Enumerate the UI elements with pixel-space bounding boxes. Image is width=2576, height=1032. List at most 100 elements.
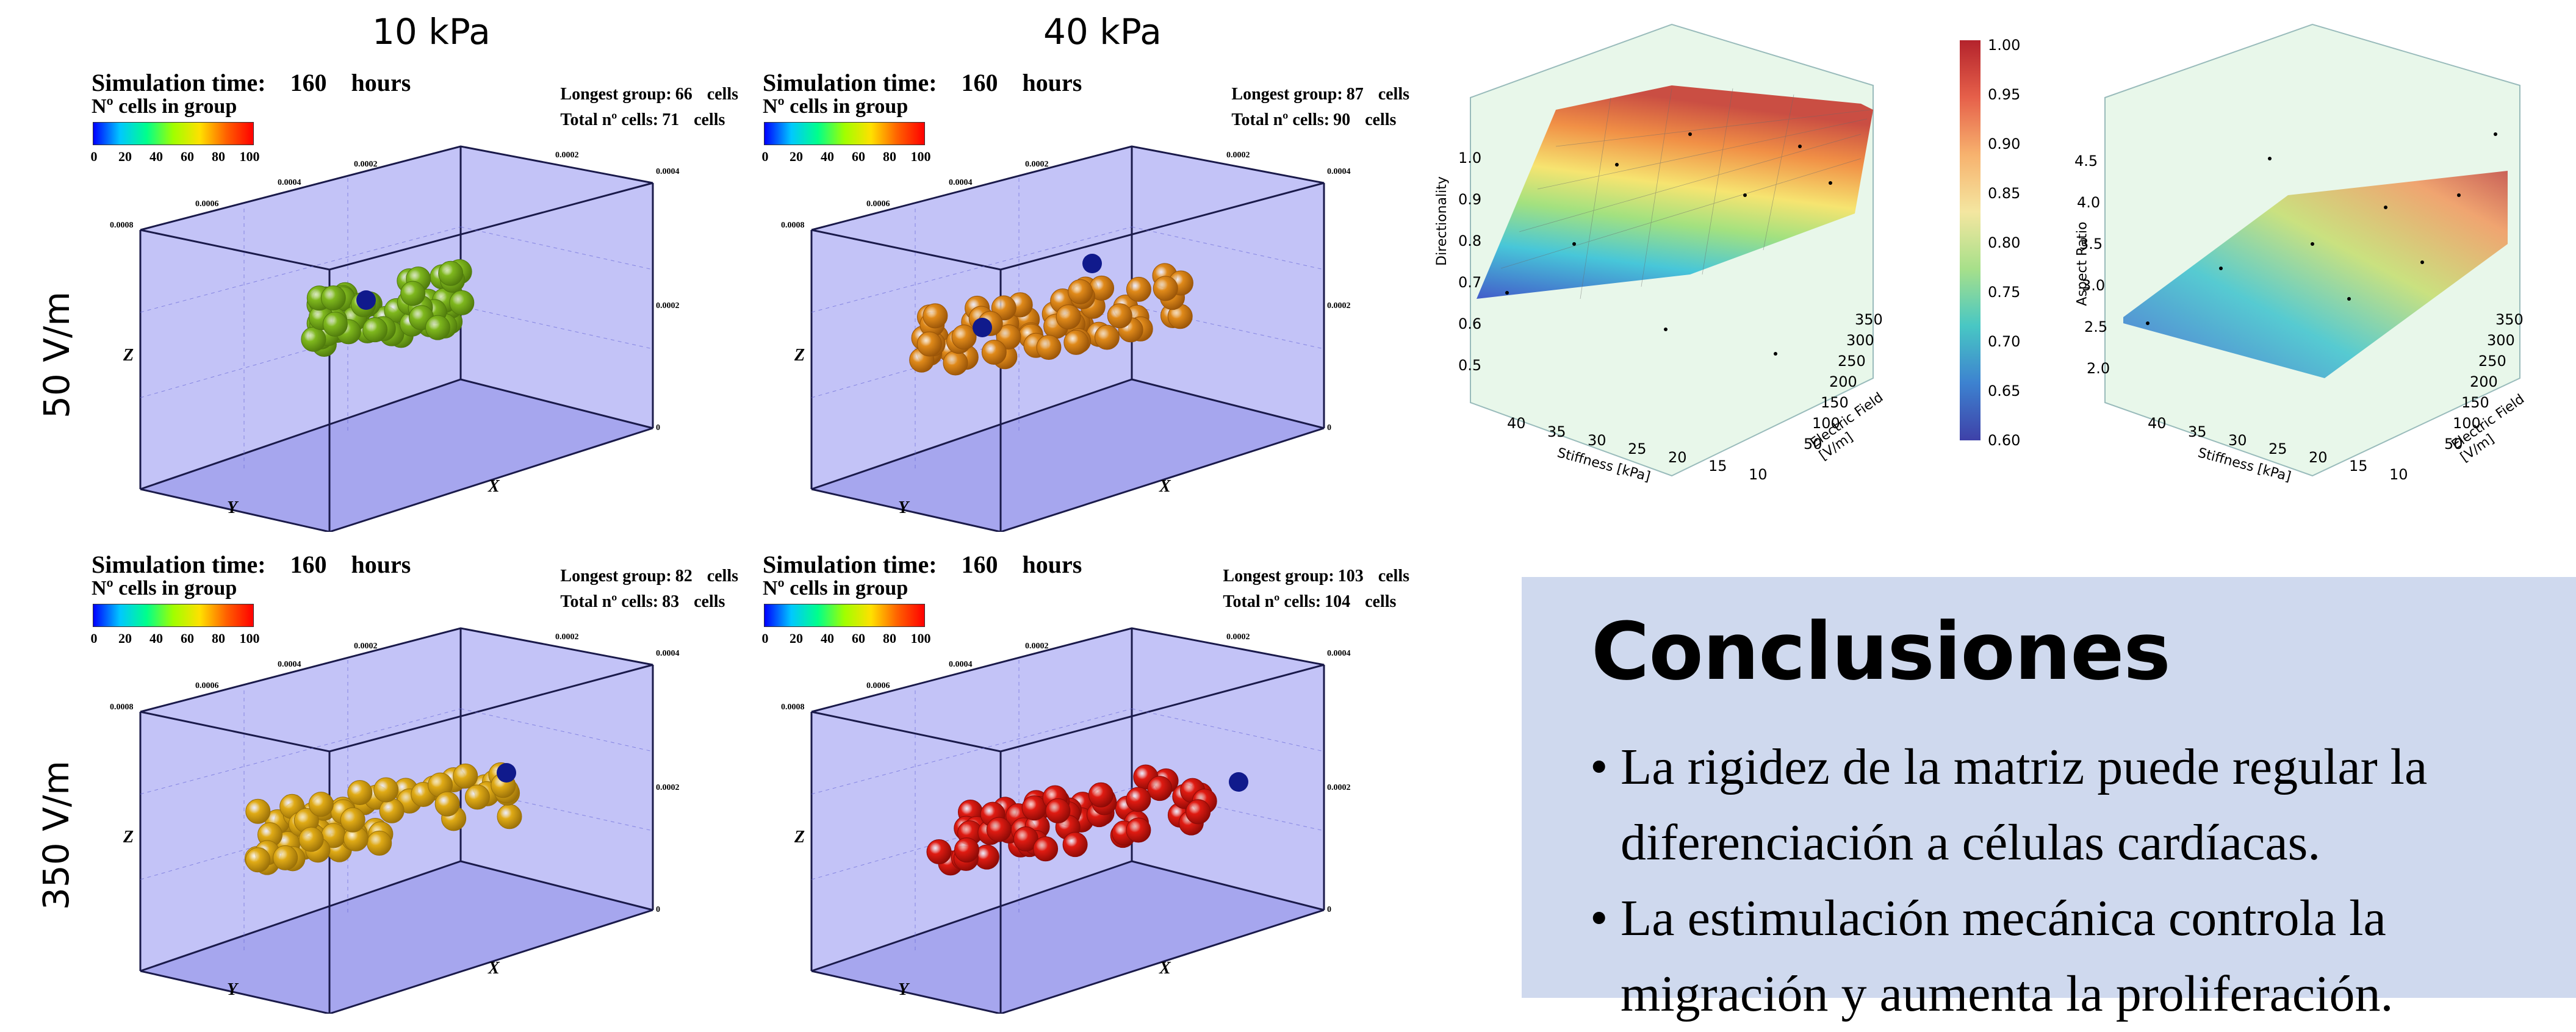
- box-tick: 0.0002: [354, 160, 378, 169]
- cell-sphere: [464, 784, 490, 810]
- box-tick: 0.0004: [656, 649, 680, 658]
- cell-sphere: [400, 281, 426, 306]
- axis-tick-label: 250: [1838, 353, 1866, 370]
- box-tick: 0.0002: [656, 783, 680, 792]
- cell-sphere: [1107, 303, 1132, 329]
- axis-tick-label: 0.5: [1458, 357, 1482, 374]
- cell-sphere: [301, 326, 326, 352]
- aspect-ratio-surface-plot: Aspect Ratio Stiffness [kPa] Electric Fi…: [2068, 12, 2569, 512]
- cell-sphere: [320, 285, 346, 311]
- box-tick: 0.0004: [949, 178, 973, 187]
- axis-tick-label: 20: [2309, 449, 2328, 466]
- axis-tick-label: 35: [1547, 423, 1566, 440]
- box-tick: 0.0006: [866, 199, 890, 209]
- axis-tick-label: 350: [1855, 311, 1883, 328]
- box-tick: 0.0002: [1327, 301, 1351, 310]
- cell-sphere: [434, 791, 460, 817]
- conclusions-panel: Conclusiones La rigidez de la matriz pue…: [1522, 577, 2576, 1022]
- leader-cell: [973, 318, 992, 337]
- axis-tick-label: 2.0: [2087, 360, 2110, 377]
- axis-tick-label: 0.80: [1988, 234, 2021, 251]
- cells-colorbar: [93, 122, 254, 145]
- box-tick: 0.0004: [949, 660, 973, 669]
- axis-tick-label: 0.70: [1988, 333, 2021, 350]
- z-axis-label: Z: [794, 828, 805, 847]
- simulation-time-label: Simulation time: 160 hours: [763, 551, 1082, 578]
- axis-tick-label: 10: [1749, 466, 1768, 483]
- cell-sphere: [1147, 776, 1173, 801]
- box-tick: 0.0002: [1025, 160, 1049, 169]
- cell-sphere: [916, 331, 942, 357]
- x-axis-label: X: [1159, 477, 1171, 496]
- axis-tick-label: 0.9: [1458, 191, 1482, 208]
- y-axis-label: Y: [898, 980, 909, 999]
- x-axis-label: X: [488, 477, 500, 496]
- box-tick: 0: [656, 423, 660, 432]
- box-tick: 0.0002: [1025, 642, 1049, 651]
- cell-sphere: [340, 807, 365, 833]
- cell-sphere: [1126, 817, 1151, 843]
- cell-sphere: [308, 792, 334, 817]
- cell-sphere: [362, 317, 388, 343]
- cell-sphere: [1153, 276, 1178, 301]
- box-tick: 0.0002: [354, 642, 378, 651]
- conclusion-item: La estimulación mecánica controla la mig…: [1590, 881, 2566, 1032]
- axis-tick-label: 20: [1668, 449, 1687, 466]
- axis-tick-label: 250: [2478, 353, 2506, 370]
- axis-tick-label: 30: [1588, 432, 1606, 449]
- axis-tick-label: 4.0: [2077, 194, 2101, 211]
- conclusion-item: La rigidez de la matriz puede regular la…: [1590, 729, 2566, 881]
- leader-cell: [356, 290, 376, 310]
- axis-tick-label: 25: [1628, 440, 1647, 457]
- cells-colorbar: [764, 604, 925, 627]
- cell-sphere: [449, 290, 475, 315]
- cell-sphere: [1063, 329, 1089, 355]
- box-tick: 0.0004: [656, 167, 680, 176]
- conclusions-list: La rigidez de la matriz puede regular la…: [1590, 729, 2566, 1032]
- box-tick: 0.0002: [555, 632, 579, 642]
- directionality-axis-label: Directionality: [1434, 176, 1450, 266]
- axis-tick-label: 40: [1507, 415, 1526, 432]
- z-axis-label: Z: [794, 346, 805, 365]
- cell-sphere: [425, 315, 450, 340]
- conclusions-title: Conclusiones: [1591, 605, 2171, 698]
- cell-sphere: [1045, 798, 1071, 823]
- box-tick: 0.0008: [781, 703, 805, 712]
- axis-tick-label: 1.0: [1458, 149, 1482, 167]
- cell-sphere: [951, 324, 977, 350]
- leader-cell: [1229, 772, 1248, 792]
- cell-sphere: [367, 830, 392, 856]
- cell-sphere: [954, 837, 979, 863]
- simulation-time-label: Simulation time: 160 hours: [92, 551, 411, 578]
- axis-tick-label: 0.8: [1458, 232, 1482, 249]
- box-tick: 0.0004: [1327, 167, 1351, 176]
- cell-sphere: [981, 340, 1007, 365]
- cells-in-group-label: Nº cells in group: [763, 95, 908, 118]
- axis-tick-label: 1.00: [1988, 37, 2021, 54]
- box-tick: 0.0002: [555, 151, 579, 160]
- x-axis-label: X: [1159, 959, 1171, 978]
- axis-tick-label: 50: [2444, 435, 2463, 453]
- cells-in-group-label: Nº cells in group: [92, 95, 237, 118]
- cell-sphere: [926, 839, 952, 864]
- directionality-surface-plot: Directionality Stiffness [kPa] Electric …: [1434, 12, 1922, 512]
- simulation-time-label: Simulation time: 160 hours: [92, 69, 411, 96]
- simulation-time-label: Simulation time: 160 hours: [763, 69, 1082, 96]
- axis-tick-label: 0.95: [1988, 86, 2021, 103]
- axis-tick-label: 0.65: [1988, 382, 2021, 400]
- axis-tick-label: 0.90: [1988, 135, 2021, 152]
- cell-sphere: [986, 817, 1012, 842]
- simulation-panel: Simulation time: 160 hours Nº cells in gro…: [91, 550, 738, 1014]
- leader-cell: [1082, 254, 1102, 273]
- axis-tick-label: 15: [2349, 457, 2368, 475]
- z-axis-label: Z: [123, 828, 134, 847]
- box-tick: 0.0002: [656, 301, 680, 310]
- cell-sphere: [943, 350, 968, 376]
- cells-in-group-label: Nº cells in group: [92, 577, 237, 600]
- total-cells: Total nº cells: 90 cells: [1231, 110, 1397, 129]
- axis-tick-label: 150: [1821, 394, 1849, 411]
- group-stats: Longest group: 103 cells Total nº cells: 10…: [1223, 564, 1409, 615]
- cell-sphere: [379, 798, 405, 823]
- box-tick: 0.0006: [866, 681, 890, 690]
- box-tick: 0: [656, 905, 660, 914]
